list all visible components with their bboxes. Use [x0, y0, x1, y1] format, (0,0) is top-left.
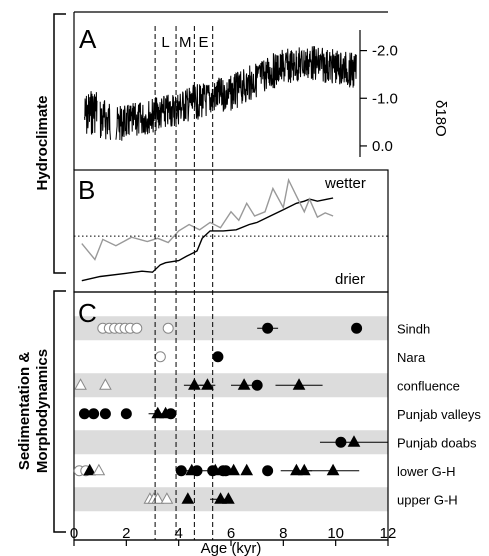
filled-triangle-point [290, 463, 303, 476]
sedimentation-label-line1: Sedimentation & [16, 352, 33, 471]
wetter-label: wetter [324, 175, 366, 192]
site-label: confluence [397, 378, 460, 393]
panel-a-y-axis: -2.0 -1.0 0.0 [359, 30, 398, 157]
filled-triangle-point [227, 463, 240, 476]
filled-triangle-point [83, 463, 97, 476]
filled-circle-point [120, 408, 132, 420]
d18o-axis-label: δ18O [432, 100, 449, 137]
d18o-short-segment [99, 100, 111, 140]
d18o-main-series [115, 45, 357, 141]
site-label: Punjab doabs [397, 435, 477, 450]
filled-triangle-point [297, 463, 311, 476]
site-label: Sindh [397, 321, 430, 336]
filled-triangle-point [292, 378, 306, 390]
filled-circle-point [251, 379, 263, 391]
site-label: Punjab valleys [397, 407, 481, 422]
filled-circle-point [262, 465, 274, 477]
filled-circle-point [78, 408, 90, 420]
panel-a-frame [73, 11, 388, 170]
x-tick-label: 10 [327, 525, 344, 542]
panel-c-letter: C [78, 298, 97, 328]
x-axis-label: Age (kyr) [201, 540, 262, 556]
filled-circle-point [99, 408, 111, 420]
open-circle-point [154, 351, 166, 363]
filled-circle-point [351, 322, 363, 334]
left-brackets [53, 13, 66, 533]
era-label: M [179, 34, 192, 51]
filled-circle-point [165, 408, 177, 420]
hydroclimate-label: Hydroclimate [34, 95, 51, 190]
era-label: E [199, 34, 209, 51]
filled-triangle-point [326, 463, 340, 476]
sedimentation-label-line2: Morphodynamics [34, 349, 51, 473]
filled-circle-point [262, 322, 274, 334]
filled-triangle-point [347, 435, 361, 447]
x-tick-label: 8 [279, 525, 287, 542]
x-tick-label: 6 [227, 525, 235, 542]
open-circle-point [131, 322, 143, 334]
era-label: L [161, 34, 169, 51]
d18o-tick-label: 0.0 [372, 138, 393, 155]
open-circle-point [162, 322, 174, 334]
filled-circle-point [212, 351, 224, 363]
filled-circle-point [191, 465, 203, 477]
panel-b-series [74, 177, 388, 282]
panel-a-letter: A [79, 24, 97, 54]
panel-b-letter: B [78, 175, 95, 205]
open-triangle-point [160, 492, 174, 504]
x-tick-label: 2 [122, 525, 130, 542]
open-triangle-point [92, 463, 106, 476]
site-label: upper G-H [397, 492, 458, 507]
filled-circle-point [88, 408, 100, 420]
d18o-tick-label: -2.0 [372, 43, 398, 60]
filled-triangle-point [214, 492, 227, 504]
d18o-early-segment [84, 91, 98, 135]
drier-label: drier [335, 271, 365, 288]
moisture-series-gray [81, 177, 334, 261]
site-label: lower G-H [397, 464, 456, 479]
d18o-tick-label: -1.0 [372, 90, 398, 107]
x-tick-label: 4 [174, 525, 182, 542]
filled-triangle-point [181, 492, 195, 504]
panel-c-row-labels: Sindh Nara confluence Punjab valleys Punjab … [397, 321, 481, 507]
x-axis: 0 2 4 6 8 10 12 [70, 525, 397, 546]
moisture-series-black [81, 197, 334, 282]
x-tick-label: 12 [380, 525, 397, 542]
x-tick-label: 0 [70, 525, 78, 542]
open-triangle-point [99, 378, 112, 390]
panel-c-points [73, 322, 388, 504]
site-label: Nara [397, 350, 426, 365]
open-triangle-point [74, 378, 87, 390]
filled-triangle-point [237, 378, 251, 390]
panel-a-series [84, 45, 357, 141]
filled-triangle-point [222, 492, 235, 504]
filled-triangle-point [240, 463, 254, 476]
filled-triangle-point [201, 378, 214, 390]
